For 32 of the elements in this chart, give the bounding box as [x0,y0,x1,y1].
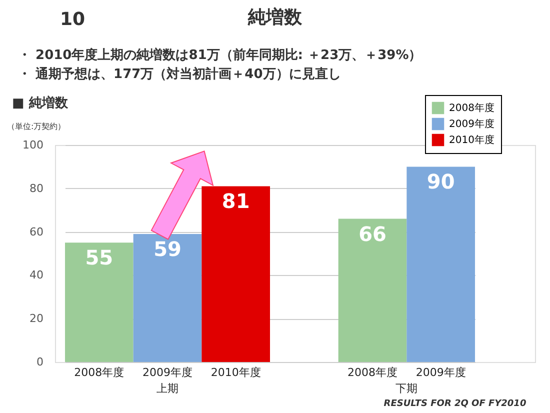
text: 2010年度 [210,366,261,379]
text: 2009年度 [142,366,192,379]
text: ・ 2010年度上期の純増数は81万（前年同期比: ＋23万、＋39%） [18,47,422,63]
bar [338,218,407,362]
bar [406,166,475,362]
data-label: 66 [358,222,386,246]
data-label: 90 [426,170,455,194]
y-axis-title: （単位:万契約） [7,122,66,131]
bar [65,242,134,362]
legend-label: 2010年度 [449,134,494,146]
chart-title: 純増数 [247,6,303,28]
y-tick-label: 80 [30,182,44,195]
legend-label: 2008年度 [449,102,494,114]
data-label: 55 [85,246,114,270]
x-tick-label: 上期 [156,382,178,395]
y-tick-label: 40 [30,268,44,282]
y-tick-label: 60 [30,225,44,238]
y-tick-label: 20 [30,312,44,326]
x-tick-label: 下期 [396,382,418,395]
bar [202,186,270,362]
data-label: 59 [154,236,182,261]
legend-label: 2009年度 [449,118,494,130]
text: RESULTS FOR 2Q OF FY2010 [384,399,526,409]
y-tick-label: 0 [36,356,44,368]
text: 10 [60,9,86,30]
text: 2009年度 [416,366,466,379]
text: ・ 通期予想は、177万（対当初計画＋40万）に見直し [18,66,341,82]
text: 2008年度 [74,366,124,379]
text: ■ 純増数 [12,95,69,111]
data-label: 81 [222,189,250,214]
y-tick-label: 100 [22,138,44,152]
text: 2008年度 [348,366,398,379]
